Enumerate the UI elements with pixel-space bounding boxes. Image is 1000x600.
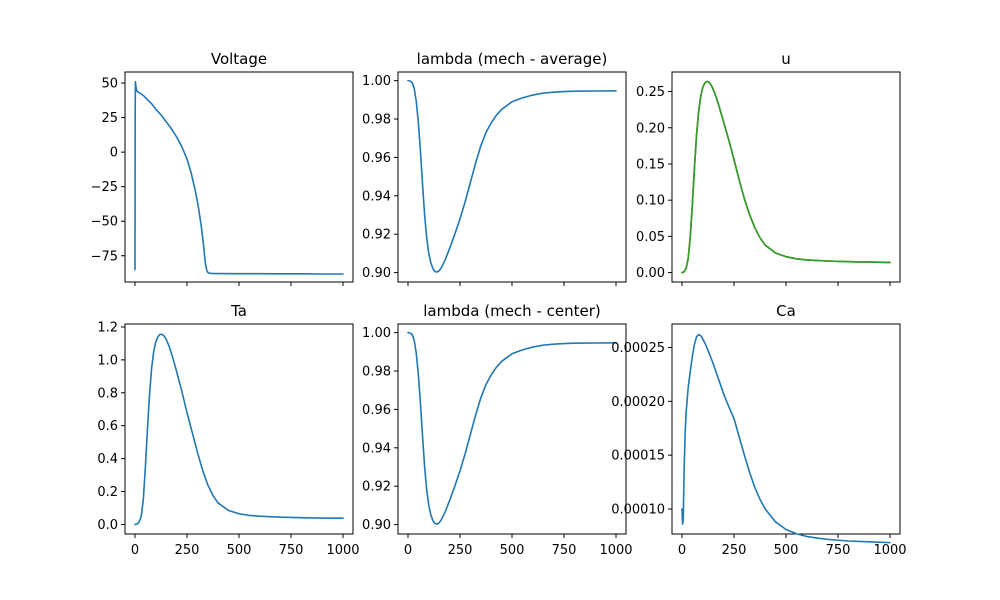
x-tick-label: 750 (279, 543, 304, 558)
y-tick-label: 0.2 (97, 485, 118, 500)
x-tick-label: 0 (404, 543, 412, 558)
y-tick-label: 0.00010 (611, 503, 665, 518)
series-line-2 (681, 80, 891, 274)
y-tick-label: 0.0 (97, 518, 118, 533)
y-tick-label: 0.15 (636, 157, 665, 172)
y-tick-label: 0.96 (362, 403, 391, 418)
axes-frame (124, 71, 354, 283)
y-tick-label: 1.00 (362, 326, 391, 341)
x-tick-label: 500 (774, 543, 799, 558)
axes-frame (124, 323, 354, 535)
series-line-0 (134, 333, 344, 526)
series-line-0 (681, 333, 891, 544)
y-tick-label: 0.94 (362, 441, 391, 456)
x-tick-label: 250 (175, 543, 200, 558)
y-tick-label: 1.2 (97, 320, 118, 335)
y-tick-label: 1.00 (362, 74, 391, 89)
x-tick-label: 0 (678, 543, 686, 558)
y-tick-label: 0.92 (362, 228, 391, 243)
panel-title: lambda (mech - center) (423, 302, 600, 320)
panel-lambda-average: 0.90 0.92 0.94 0.96 0.98 1.00 lambda (mech - a… (362, 50, 627, 286)
x-tick-label: 250 (448, 543, 473, 558)
series-line-0 (407, 79, 617, 273)
y-tick-label: 0.05 (636, 230, 665, 245)
x-tick-label: 1000 (326, 543, 359, 558)
y-tick-label: 0.90 (362, 518, 391, 533)
y-tick-label: 0.6 (97, 419, 118, 434)
y-tick-label: 25 (101, 111, 118, 126)
axes-frame (671, 323, 901, 535)
y-tick-label: 0.94 (362, 189, 391, 204)
panel-lambda-center: 0.90 0.92 0.94 0.96 0.98 1.00 0 250 500 750 1000 la… (362, 302, 633, 558)
panel-ta: 0.0 0.2 0.4 0.6 0.8 1.0 1.2 0 250 500 750 1000 Ta (97, 302, 359, 558)
y-tick-label: 0.20 (636, 121, 665, 136)
y-tick-label: 0.25 (636, 85, 665, 100)
x-tick-label: 500 (227, 543, 252, 558)
panel-title: Ta (230, 302, 247, 320)
y-tick-label: 0.92 (362, 480, 391, 495)
y-tick-label: 0.00020 (611, 395, 665, 410)
panel-ca: 0.00010 0.00015 0.00020 0.00025 0 250 500 750 10… (611, 302, 906, 558)
panel-title: u (781, 50, 791, 68)
y-tick-label: 0 (110, 146, 118, 161)
y-tick-label: 0.96 (362, 151, 391, 166)
axes-frame (397, 323, 627, 535)
y-tick-label: 0.4 (97, 452, 118, 467)
axes-frame (671, 71, 901, 283)
series-line-0 (407, 331, 617, 525)
x-tick-label: 1000 (873, 543, 906, 558)
panel-voltage: −75 −50 −25 0 25 50 Voltage (91, 50, 354, 286)
panel-title: Voltage (211, 50, 267, 68)
panel-u: 0.00 0.05 0.10 0.15 0.20 0.25 u (636, 50, 901, 286)
x-tick-label: 250 (722, 543, 747, 558)
panel-title: Ca (776, 302, 796, 320)
x-tick-label: 500 (500, 543, 525, 558)
y-tick-label: 1.0 (97, 353, 118, 368)
y-tick-label: −50 (91, 215, 118, 230)
y-tick-label: 50 (101, 77, 118, 92)
y-tick-label: 0.8 (97, 386, 118, 401)
y-tick-label: 0.98 (362, 365, 391, 380)
y-tick-label: 0.90 (362, 266, 391, 281)
y-tick-label: 0.98 (362, 113, 391, 128)
y-tick-label: 0.10 (636, 194, 665, 209)
x-tick-label: 750 (826, 543, 851, 558)
y-tick-label: 0.00 (636, 266, 665, 281)
y-tick-label: 0.00025 (611, 341, 665, 356)
y-tick-label: 0.00015 (611, 449, 665, 464)
panel-title: lambda (mech - average) (417, 50, 608, 68)
y-tick-label: −25 (91, 180, 118, 195)
x-tick-label: 0 (131, 543, 139, 558)
x-tick-label: 750 (552, 543, 577, 558)
y-tick-label: −75 (91, 249, 118, 264)
series-line-0 (134, 80, 344, 275)
x-tick-label: 1000 (599, 543, 632, 558)
axes-frame (397, 71, 627, 283)
